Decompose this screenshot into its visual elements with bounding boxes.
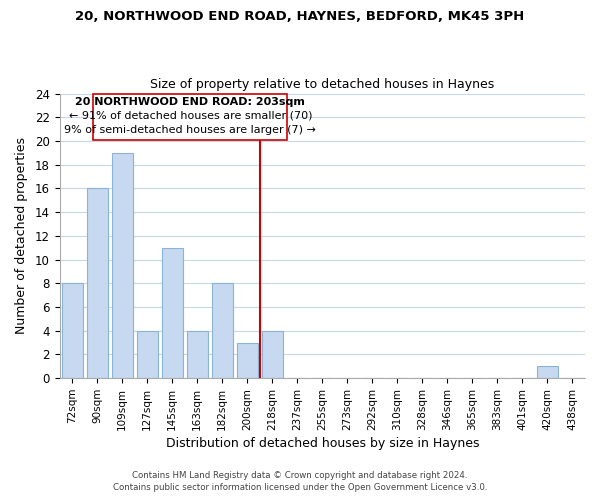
Bar [537, 366, 558, 378]
Bar [112, 153, 133, 378]
Bar [212, 284, 233, 378]
Bar [137, 331, 158, 378]
Bar [262, 331, 283, 378]
Text: 20 NORTHWOOD END ROAD: 203sqm: 20 NORTHWOOD END ROAD: 203sqm [76, 96, 305, 106]
Bar [94, 94, 287, 140]
Bar [86, 188, 108, 378]
Bar [161, 248, 183, 378]
Bar [62, 284, 83, 378]
Text: 20, NORTHWOOD END ROAD, HAYNES, BEDFORD, MK45 3PH: 20, NORTHWOOD END ROAD, HAYNES, BEDFORD,… [76, 10, 524, 23]
Title: Size of property relative to detached houses in Haynes: Size of property relative to detached ho… [150, 78, 494, 91]
Text: ← 91% of detached houses are smaller (70): ← 91% of detached houses are smaller (70… [68, 110, 312, 120]
Bar [187, 331, 208, 378]
Text: 9% of semi-detached houses are larger (7) →: 9% of semi-detached houses are larger (7… [64, 124, 316, 134]
Text: Contains HM Land Registry data © Crown copyright and database right 2024.
Contai: Contains HM Land Registry data © Crown c… [113, 471, 487, 492]
Bar [236, 342, 258, 378]
X-axis label: Distribution of detached houses by size in Haynes: Distribution of detached houses by size … [166, 437, 479, 450]
Y-axis label: Number of detached properties: Number of detached properties [15, 138, 28, 334]
